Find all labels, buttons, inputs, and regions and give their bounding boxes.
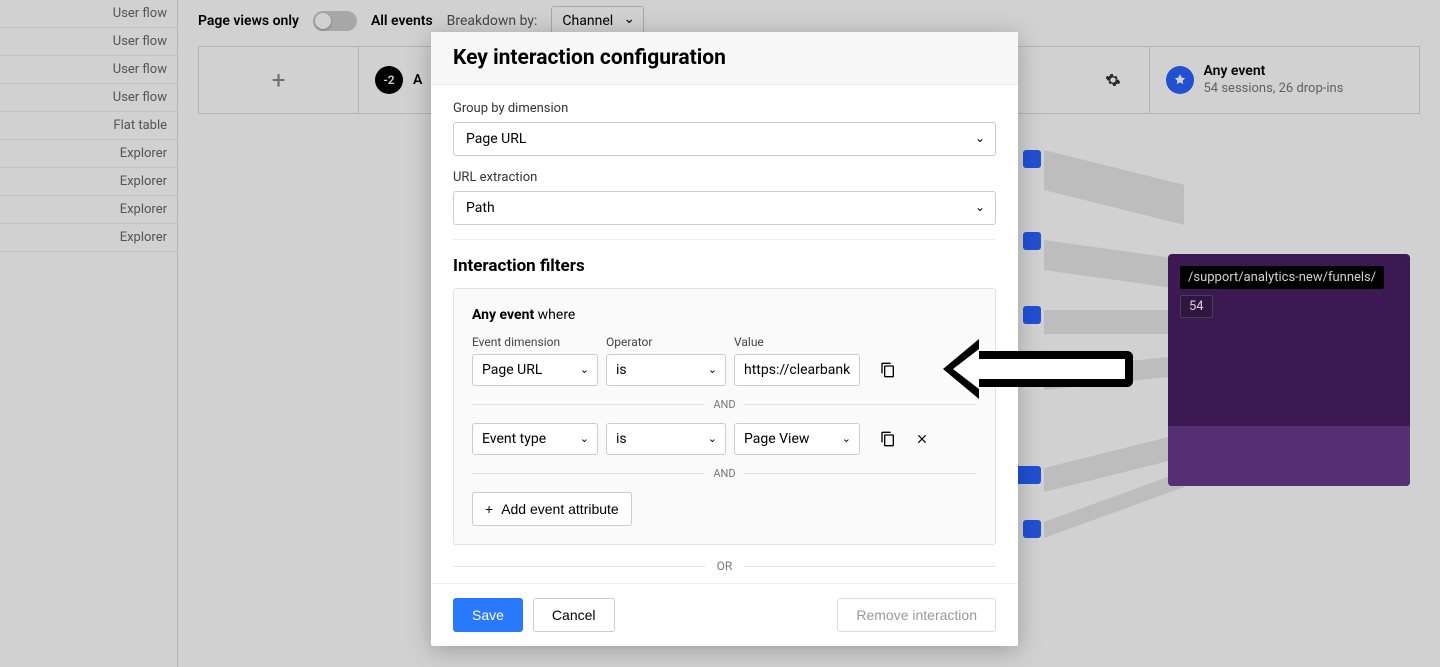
column-label-dimension: Event dimension [472,335,598,349]
operator-value: is [616,431,627,447]
group-by-value: Page URL [466,131,526,147]
chevron-down-icon: ⌄ [975,131,985,145]
chevron-down-icon: ⌄ [975,200,985,214]
filter-row: Event dimension Page URL ⌄ Operator is ⌄… [472,335,977,386]
chevron-down-icon: ⌄ [580,432,589,445]
add-attr-label: Add event attribute [501,501,619,517]
modal-title: Key interaction configuration [453,46,996,70]
group-by-select[interactable]: Page URL ⌄ [453,122,996,156]
save-button[interactable]: Save [453,598,523,632]
column-label-value: Value [734,335,860,349]
remove-icon[interactable] [912,429,932,449]
filters-head: Any event where [472,307,977,323]
add-event-attribute-button[interactable]: + Add event attribute [472,492,632,526]
column-label-operator: Operator [606,335,726,349]
modal-footer: Save Cancel Remove interaction [431,583,1018,646]
and-divider: AND [472,467,977,480]
plus-icon: + [485,501,493,517]
copy-icon[interactable] [878,360,898,380]
operator-select[interactable]: is ⌄ [606,354,726,386]
event-dimension-select[interactable]: Event type ⌄ [472,423,598,455]
and-label: AND [713,467,735,480]
value-input[interactable]: https://clearbank [734,354,860,386]
modal-header: Key interaction configuration [431,32,1018,85]
value-text: https://clearbank [744,362,850,378]
arrow-head [943,339,979,399]
any-event-label: Any event [472,307,534,323]
chevron-down-icon: ⌄ [708,363,717,376]
remove-interaction-button[interactable]: Remove interaction [837,598,996,632]
filter-row: Event type ⌄ is ⌄ Page View ⌄ [472,423,977,455]
operator-select[interactable]: is ⌄ [606,423,726,455]
value-select[interactable]: Page View ⌄ [734,423,860,455]
annotation-arrow [943,339,1133,399]
group-by-label: Group by dimension [453,101,996,116]
dimension-value: Event type [482,431,546,447]
event-dimension-select[interactable]: Page URL ⌄ [472,354,598,386]
filters-panel: Any event where Event dimension Page URL… [453,288,996,545]
or-label: OR [717,559,733,573]
url-extraction-label: URL extraction [453,170,996,185]
or-divider: OR [453,559,996,573]
value-text: Page View [744,431,809,447]
copy-icon[interactable] [878,429,898,449]
arrow-body [978,351,1133,387]
dimension-value: Page URL [482,362,542,378]
chevron-down-icon: ⌄ [580,363,589,376]
chevron-down-icon: ⌄ [842,432,851,445]
divider [453,239,996,240]
modal-body: Group by dimension Page URL ⌄ URL extrac… [431,85,1018,583]
interaction-filters-title: Interaction filters [453,256,996,276]
url-extraction-select[interactable]: Path ⌄ [453,191,996,225]
where-label: where [534,307,575,323]
and-label: AND [713,398,735,411]
key-interaction-modal: Key interaction configuration Group by d… [431,32,1018,646]
operator-value: is [616,362,627,378]
and-divider: AND [472,398,977,411]
cancel-button[interactable]: Cancel [533,598,615,632]
chevron-down-icon: ⌄ [708,432,717,445]
url-extraction-value: Path [466,200,495,216]
